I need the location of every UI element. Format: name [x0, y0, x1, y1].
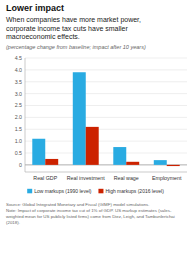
grid-line [25, 129, 187, 130]
source-note: Source: Global Integrated Monetary and F… [6, 202, 150, 207]
x-tick-label: Real investment [67, 175, 106, 181]
y-tick-label: 0.5 [15, 150, 22, 156]
y-tick-label: 1.0 [15, 138, 22, 144]
grid-line [25, 141, 187, 142]
legend-label: High markups (2016 level) [105, 188, 164, 194]
legend-label: Low markups (1990 level) [34, 188, 92, 194]
bar [113, 147, 126, 165]
grid-line [25, 58, 187, 59]
y-tick-label: 2.5 [15, 102, 22, 108]
bar [154, 160, 167, 165]
grid-line [25, 117, 187, 118]
title: Lower impact [6, 3, 64, 13]
bar [167, 165, 180, 166]
bar [73, 72, 86, 165]
bars [32, 72, 179, 166]
y-tick-label: 4.5 [15, 55, 22, 61]
y-tick-label: 3.0 [15, 91, 22, 97]
series-bars [45, 127, 179, 166]
x-tick-label: Real wage [114, 175, 139, 181]
legend: Low markups (1990 level) High markups (20… [27, 188, 164, 194]
bar [86, 127, 99, 165]
y-tick-labels: 0 0.5 1.0 1.5 2.0 2.5 3.0 3.5 4.0 4.5 [15, 55, 22, 168]
subtitle: corporate income tax cuts have smaller [6, 25, 128, 33]
y-tick-label: 3.5 [15, 79, 22, 85]
y-axis-line [25, 58, 26, 172]
y-tick-label: 1.5 [15, 126, 22, 132]
chart: Lower impact When companies have more mar… [0, 0, 191, 264]
legend-swatch [27, 189, 32, 194]
y-tick-label: 4.0 [15, 67, 22, 73]
y-tick-label: 0 [19, 162, 22, 168]
annotation: (percentage change from baseline; impact… [6, 44, 146, 50]
x-tick-labels: Real GDP Real investment Real wage Employme… [33, 175, 182, 181]
grid-line [25, 93, 187, 94]
grid-line [25, 69, 187, 70]
grid [25, 58, 187, 165]
series-bars [32, 72, 166, 165]
bar [32, 139, 45, 165]
bar [45, 159, 58, 165]
grid-line [25, 81, 187, 82]
source-note: (2018). [6, 220, 20, 225]
subtitle: macroeconomic effects. [6, 33, 80, 40]
y-tick-label: 2.0 [15, 114, 22, 120]
bar [126, 162, 139, 165]
x-tick-label: Real GDP [33, 175, 57, 181]
grid-line [25, 153, 187, 154]
subtitle: When companies have more market power, [6, 16, 141, 24]
legend-swatch [98, 189, 103, 194]
source-note: weighted mean for US publicly listed fir… [6, 214, 175, 219]
x-axis-line [25, 172, 187, 173]
source-note: Note: Impact of corporate income tax cut… [6, 208, 172, 213]
x-tick-label: Employment [152, 175, 182, 181]
grid-line [25, 105, 187, 106]
